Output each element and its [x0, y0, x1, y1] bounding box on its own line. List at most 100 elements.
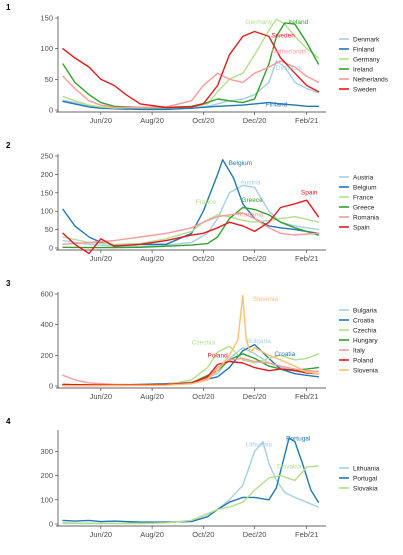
series-label-austria: Austria	[240, 180, 261, 187]
series-label-slovenia: Slovenia	[253, 296, 278, 303]
series-label-ireland: Ireland	[288, 19, 308, 26]
x-tick-label: Dec/20	[243, 530, 267, 539]
x-tick-label: Feb/21	[295, 392, 318, 401]
series-line-romania	[62, 212, 320, 246]
series-label-greece: Greece	[241, 197, 263, 204]
series-label-slovakia: Slovakia	[277, 463, 302, 470]
series-label-sweden: Sweden	[271, 33, 295, 40]
y-tick-label: 50	[45, 75, 53, 84]
legend-label-croatia: Croatia	[353, 317, 374, 324]
y-tick-label: 200	[40, 351, 53, 360]
y-tick-label: 200	[40, 471, 53, 480]
series-label-germany: Germany	[245, 19, 272, 26]
series-line-italy	[62, 357, 320, 386]
x-tick-label: Aug/20	[140, 530, 164, 539]
legend-label-austria: Austria	[353, 174, 374, 181]
series-label-bulgaria: Bulgaria	[247, 338, 271, 345]
series-line-france	[62, 214, 320, 246]
legend-label-bulgaria: Bulgaria	[353, 307, 377, 314]
x-tick-label: Feb/21	[295, 530, 318, 539]
series-line-austria	[62, 184, 320, 247]
panel-label: 2	[6, 141, 11, 150]
legend-label-greece: Greece	[353, 204, 375, 211]
x-tick-label: Feb/21	[295, 116, 318, 125]
y-tick-label: 100	[40, 207, 53, 216]
legend-label-netherlands: Netherlands	[353, 76, 389, 83]
x-tick-label: Dec/20	[243, 392, 267, 401]
series-label-finland: Finland	[266, 101, 288, 108]
y-tick-label: 600	[40, 290, 53, 299]
series-line-belgium	[62, 158, 320, 246]
legend-label-lithuania: Lithuania	[353, 465, 380, 472]
x-tick-label: Aug/20	[140, 254, 164, 263]
series-label-poland: Poland	[207, 353, 228, 360]
y-tick-label: 0	[49, 520, 53, 529]
panel-2: 2 0 50 100 150 200 250 Jun/20 Aug/20 Oct/20 Dec/20…	[6, 141, 379, 263]
series-line-slovenia	[62, 294, 320, 387]
legend-label-italy: Italy	[353, 347, 366, 354]
legend-label-slovakia: Slovakia	[353, 485, 378, 492]
series-line-slovakia	[62, 465, 320, 525]
series-label-belgium: Belgium	[229, 160, 252, 167]
legend-label-ireland: Ireland	[353, 66, 373, 73]
legend-label-spain: Spain	[353, 224, 370, 231]
y-tick-label: 100	[40, 495, 53, 504]
panel-1: 1 0 50 100 150 Jun/20 Aug/20 Oct/20 Dec/20 Feb/21…	[6, 3, 389, 125]
x-tick-label: Oct/20	[192, 116, 214, 125]
x-tick-label: Jun/20	[90, 392, 113, 401]
legend-label-finland: Finland	[353, 46, 375, 53]
y-tick-label: 200	[40, 170, 53, 179]
y-tick-label: 100	[40, 44, 53, 53]
y-tick-label: 250	[40, 152, 53, 161]
series-line-netherlands	[62, 60, 320, 109]
x-tick-label: Jun/20	[90, 254, 113, 263]
series-label-netherlands: Netherlands	[272, 49, 308, 56]
x-tick-label: Oct/20	[192, 254, 214, 263]
x-tick-label: Oct/20	[192, 530, 214, 539]
series-line-lithuania	[62, 441, 320, 524]
x-tick-label: Oct/20	[192, 392, 214, 401]
legend-label-romania: Romania	[353, 214, 379, 221]
x-tick-label: Jun/20	[90, 116, 113, 125]
series-line-greece	[62, 206, 320, 249]
legend-label-france: France	[353, 194, 374, 201]
y-tick-label: 300	[40, 447, 53, 456]
series-label-romania: Romania	[237, 212, 263, 219]
x-tick-label: Aug/20	[140, 392, 164, 401]
series-line-spain	[62, 199, 320, 255]
series-label-lithuania: Lithuania	[246, 442, 273, 449]
x-tick-label: Jun/20	[90, 530, 113, 539]
series-label-czechia: Czechia	[192, 340, 216, 347]
series-label-denmark: Denmark	[276, 65, 303, 72]
legend-label-czechia: Czechia	[353, 327, 377, 334]
x-tick-label: Feb/21	[295, 254, 318, 263]
y-tick-label: 0	[49, 244, 53, 253]
series-label-croatia: Croatia	[274, 351, 295, 358]
panel-3: 3 0 200 400 600 Jun/20 Aug/20 Oct/20 Dec/20 Feb/2…	[6, 279, 378, 401]
series-line-portugal	[62, 437, 320, 523]
y-tick-label: 400	[40, 320, 53, 329]
legend-label-belgium: Belgium	[353, 184, 376, 191]
legend-label-hungary: Hungary	[353, 337, 378, 344]
series-label-spain: Spain	[301, 190, 318, 197]
x-tick-label: Dec/20	[243, 254, 267, 263]
legend-label-germany: Germany	[353, 56, 380, 63]
y-tick-label: 150	[40, 188, 53, 197]
x-tick-label: Aug/20	[140, 116, 164, 125]
series-label-portugal: Portugal	[286, 435, 311, 442]
y-tick-label: 0	[49, 106, 53, 115]
panel-label: 1	[6, 3, 11, 12]
panel-4: 4 0 100 200 300 Jun/20 Aug/20 Oct/20 Dec/20 Feb/2…	[6, 417, 380, 539]
panel-label: 4	[6, 417, 11, 426]
legend-label-denmark: Denmark	[353, 36, 380, 43]
y-tick-label: 50	[45, 225, 53, 234]
y-tick-label: 150	[40, 14, 53, 23]
legend-label-portugal: Portugal	[353, 475, 378, 482]
series-line-finland	[62, 100, 320, 111]
series-label-france: France	[196, 199, 217, 206]
panel-label: 3	[6, 279, 11, 288]
series-line-ireland	[62, 22, 320, 109]
legend-label-poland: Poland	[353, 357, 374, 364]
legend-label-sweden: Sweden	[353, 86, 377, 93]
